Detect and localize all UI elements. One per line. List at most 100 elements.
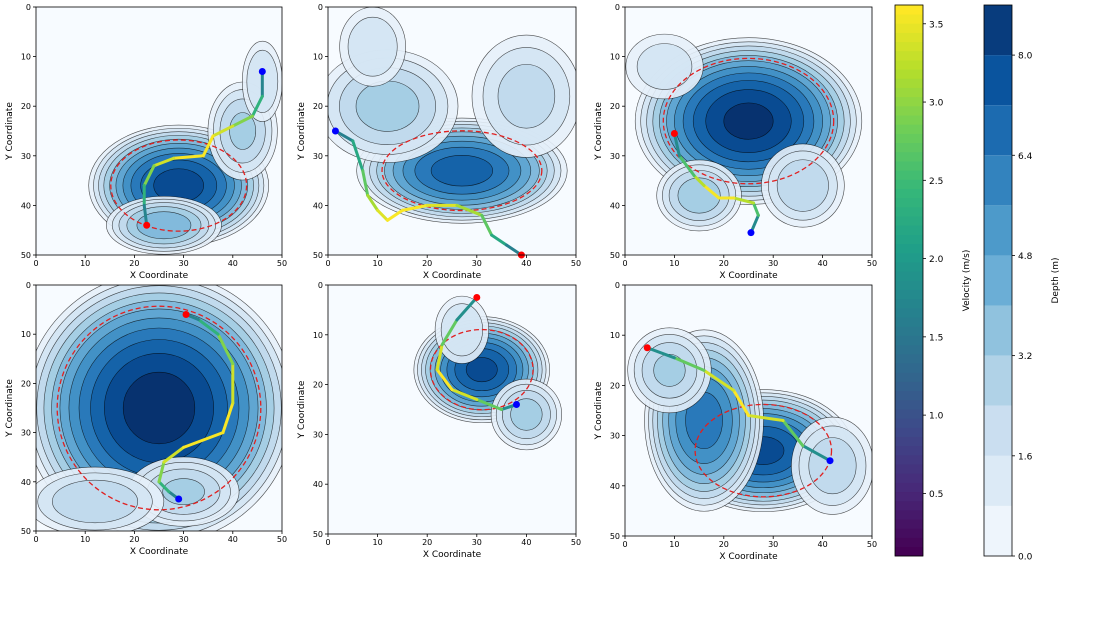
trajectory-segment — [201, 134, 215, 158]
axes-frame — [327, 284, 577, 535]
x-axis-label: X Coordinate — [130, 547, 189, 557]
x-tick-label: 30 — [472, 259, 482, 268]
y-tick-label: 0 — [318, 3, 323, 12]
start-marker — [175, 495, 183, 503]
contour-level — [229, 112, 257, 150]
colorbar-tick-label: 2.5 — [929, 177, 943, 187]
x-tick-label: 20 — [129, 535, 139, 544]
y-tick-label: 50 — [610, 532, 620, 541]
colorbar-band — [895, 491, 923, 502]
colorbar-band — [895, 96, 923, 107]
x-tick-label: 20 — [719, 259, 729, 268]
x-tick-label: 30 — [472, 538, 482, 547]
colorbar-band — [895, 197, 923, 208]
start-marker — [747, 229, 755, 237]
trajectory-segment — [702, 184, 721, 200]
colorbar-band — [895, 518, 923, 529]
colorbar-band — [895, 179, 923, 189]
y-tick-label: 40 — [313, 480, 323, 489]
x-tick-label: 50 — [571, 538, 581, 547]
contour-level — [776, 159, 829, 212]
y-tick-label: 50 — [21, 251, 31, 260]
colorbar-tick-label: 0.0 — [1018, 553, 1033, 563]
y-tick-label: 30 — [610, 432, 620, 441]
axes-frame — [35, 6, 283, 256]
y-tick-label: 30 — [610, 152, 620, 161]
colorbar-band — [895, 463, 923, 474]
y-tick-label: 10 — [313, 53, 323, 62]
colorbar-band — [895, 151, 923, 162]
y-tick-label: 40 — [610, 201, 620, 210]
colorbar-band — [895, 50, 923, 61]
trajectory-segment — [152, 156, 176, 168]
trajectory-segment — [732, 388, 750, 418]
contour-level — [497, 64, 556, 129]
safety-contour — [110, 139, 248, 232]
end-marker — [643, 344, 651, 352]
x-axis-label: X Coordinate — [130, 271, 189, 281]
colorbar-band — [984, 255, 1012, 306]
x-axis-label: X Coordinate — [719, 552, 778, 562]
colorbar-band — [895, 399, 923, 410]
x-tick-label: 0 — [325, 259, 330, 268]
axes-frame — [624, 6, 873, 256]
end-marker — [473, 293, 481, 301]
colorbar-tick-label: 4.8 — [1018, 252, 1033, 262]
trajectory-segment — [216, 332, 235, 366]
colorbar-band — [984, 205, 1012, 256]
colorbar-label: Depth (m) — [1051, 257, 1061, 303]
x-tick-label: 20 — [422, 259, 432, 268]
colorbar-band — [895, 500, 923, 511]
colorbar-band — [895, 68, 923, 79]
y-tick-label: 50 — [313, 530, 323, 539]
y-tick-label: 20 — [21, 379, 31, 388]
colorbar-band — [895, 133, 923, 144]
x-tick-label: 40 — [818, 259, 828, 268]
y-tick-label: 30 — [21, 429, 31, 438]
trajectory-segment — [250, 94, 264, 118]
x-tick-label: 20 — [422, 538, 432, 547]
colorbar-band — [895, 252, 923, 263]
trajectory-segment — [172, 154, 205, 160]
safety-contour — [662, 57, 835, 185]
y-tick-label: 50 — [610, 251, 620, 260]
colorbar-tick-label: 1.6 — [1018, 452, 1033, 462]
colorbar-band — [984, 55, 1012, 106]
y-tick-label: 20 — [610, 102, 620, 111]
y-tick-label: 10 — [21, 53, 31, 62]
x-tick-label: 50 — [277, 259, 287, 268]
trajectory-segment — [732, 196, 755, 205]
x-axis-label: X Coordinate — [423, 550, 482, 560]
x-tick-label: 30 — [768, 540, 778, 549]
trajectory-segment — [440, 318, 459, 347]
contour-level — [136, 211, 192, 240]
trajectory-segment — [157, 460, 166, 484]
end-marker — [670, 129, 678, 137]
trajectory-segment — [376, 208, 390, 222]
y-tick-label: 0 — [318, 281, 323, 290]
contour-level — [636, 43, 693, 90]
trajectory-segment — [351, 139, 365, 173]
x-tick-label: 10 — [373, 259, 383, 268]
colorbar-band — [984, 505, 1012, 556]
colorbar-band — [895, 160, 923, 171]
start-marker — [258, 67, 266, 75]
colorbar-band — [895, 23, 923, 33]
y-tick-label: 20 — [610, 381, 620, 390]
trajectory-segment — [435, 368, 454, 392]
velocity-colorbar: 0.5 1.0 1.5 2.0 2.5 3.0 3.5 Velocity (m/s) — [894, 4, 972, 557]
colorbar-band — [895, 78, 923, 88]
x-tick-label: 0 — [33, 259, 38, 268]
colorbar-band — [895, 454, 923, 465]
colorbar-band — [895, 59, 923, 70]
axes-frame — [624, 284, 873, 537]
trajectory-segment — [435, 343, 444, 372]
start-marker — [826, 457, 834, 465]
depth-colorbar: 0.0 1.6 3.2 4.8 6.4 8.0 Depth (m) — [983, 4, 1061, 563]
depth-contours — [627, 327, 872, 515]
trajectory-segment — [162, 445, 186, 464]
